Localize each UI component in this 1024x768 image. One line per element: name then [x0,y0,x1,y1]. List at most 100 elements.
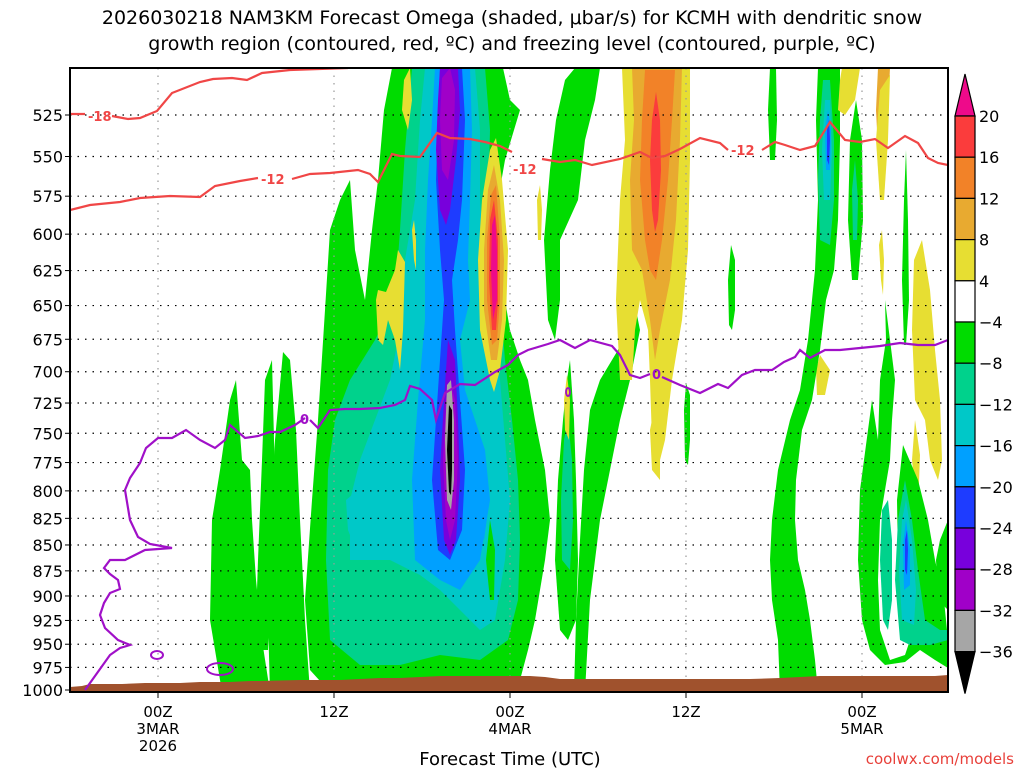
omega-region-blue [827,120,830,165]
colorbar-swatch [954,321,976,364]
contour-label-minus-18: -18 [88,110,112,125]
y-tick-label: 1000 [22,681,63,700]
colorbar-arrow-bottom [954,651,976,694]
omega-region-yellow [376,250,405,370]
chart-title-line-2: growth region (contoured, red, ºC) and f… [148,33,875,55]
colorbar-swatch [954,609,976,653]
y-tick-label: 900 [32,587,63,606]
omega-region-teal [561,420,573,570]
omega-region-yellow [879,230,884,295]
colorbar-swatch [954,568,976,612]
colorbar-swatch [954,115,976,158]
colorbar-label: −4 [979,313,1003,332]
y-axis: 525 550 575 600 625 650 675 700 725 750 775 800 825 8… [22,106,70,700]
colorbar-label: −24 [979,519,1013,538]
contour-label-minus-12: -12 [261,173,285,188]
y-tick-label: 875 [32,562,63,581]
omega-shading [210,68,948,692]
colorbar-label: −12 [979,395,1013,414]
colorbar: 20 16 12 8 4 −4 −8 −12 −16 −20 −24 −28 −32 −36 [954,73,1013,694]
omega-region-green [210,380,270,692]
y-tick-label: 825 [32,509,63,528]
x-tick-label: 12Z [671,703,700,721]
omega-region-yellow [537,185,542,240]
omega-region-purple [440,68,455,180]
omega-region-green [902,150,909,345]
omega-region-teal [852,160,858,240]
omega-region-green [768,68,777,160]
contour-line-minus-12 [70,120,948,212]
y-tick-label: 950 [32,635,63,654]
x-tick-label: 4MAR [488,720,531,738]
omega-region-green [268,352,310,692]
y-tick-label: 775 [32,454,63,473]
colorbar-swatch [954,445,976,488]
contour-label-minus-12: -12 [513,163,537,178]
omega-region-black [447,405,452,495]
omega-region-yellow [912,240,942,480]
contour-label-0C: 0 [652,368,661,383]
omega-region-blue [905,530,908,575]
colorbar-label: 8 [979,231,989,250]
x-axis-title: Forecast Time (UTC) [419,749,600,768]
colorbar-label: 16 [979,148,999,167]
x-tick-label: 5MAR [840,720,883,738]
colorbar-label: −28 [979,560,1013,579]
omega-region-green [574,300,640,692]
y-tick-label: 725 [32,394,63,413]
x-tick-label: 00Z [495,703,524,721]
contour-loop-0C [206,662,234,676]
plot-area: -18 -12 -12 -12 0 0 [70,68,948,692]
omega-region-yellow [650,410,660,480]
colorbar-arrow-top [954,73,976,117]
y-tick-label: 975 [32,658,63,677]
omega-region-green [544,68,600,340]
y-tick-label: 800 [32,482,63,501]
colorbar-swatch [954,362,976,406]
colorbar-label: −8 [979,354,1003,373]
contour-loop-0C [565,387,571,397]
colorbar-label: 4 [979,272,989,291]
y-tick-label: 650 [32,297,63,316]
colorbar-swatch [954,527,976,570]
x-tick-label: 12Z [319,703,348,721]
colorbar-label: −16 [979,437,1013,456]
contour-label-minus-12: -12 [731,144,755,159]
omega-region-green [858,300,948,668]
y-tick-label: 925 [32,611,63,630]
y-tick-label: 550 [32,148,63,167]
colorbar-label: 12 [979,189,999,208]
omega-region-yellow [412,220,416,270]
colorbar-label: −32 [979,601,1013,620]
colorbar-label: −20 [979,478,1013,497]
omega-region-yellow [876,75,890,200]
credit-text: coolwx.com/models [866,750,1014,768]
omega-region-green [486,520,495,600]
x-tick-label: 00Z [143,703,172,721]
omega-region-yellow [816,355,830,395]
colorbar-label: −36 [979,643,1013,662]
omega-region-teal [880,500,892,630]
omega-region-green [936,520,948,610]
colorbar-swatch [954,197,976,241]
omega-region-green [228,545,240,610]
colorbar-swatch [954,239,976,282]
colorbar-swatch [954,280,976,323]
y-tick-label: 575 [32,187,63,206]
y-tick-label: 625 [32,262,63,281]
contour-label-0C: 0 [300,413,309,428]
y-tick-label: 750 [32,424,63,443]
y-tick-label: 850 [32,536,63,555]
y-tick-label: 600 [32,225,63,244]
plot-frame [69,67,949,693]
colorbar-swatch [954,403,976,447]
colorbar-label: 20 [979,107,999,126]
contour-loop-0C [150,650,164,660]
y-tick-label: 700 [32,363,63,382]
omega-region-yellow [402,68,412,130]
omega-region-magenta [491,215,497,320]
omega-region-yellow [838,68,860,115]
colorbar-swatch [954,156,976,199]
